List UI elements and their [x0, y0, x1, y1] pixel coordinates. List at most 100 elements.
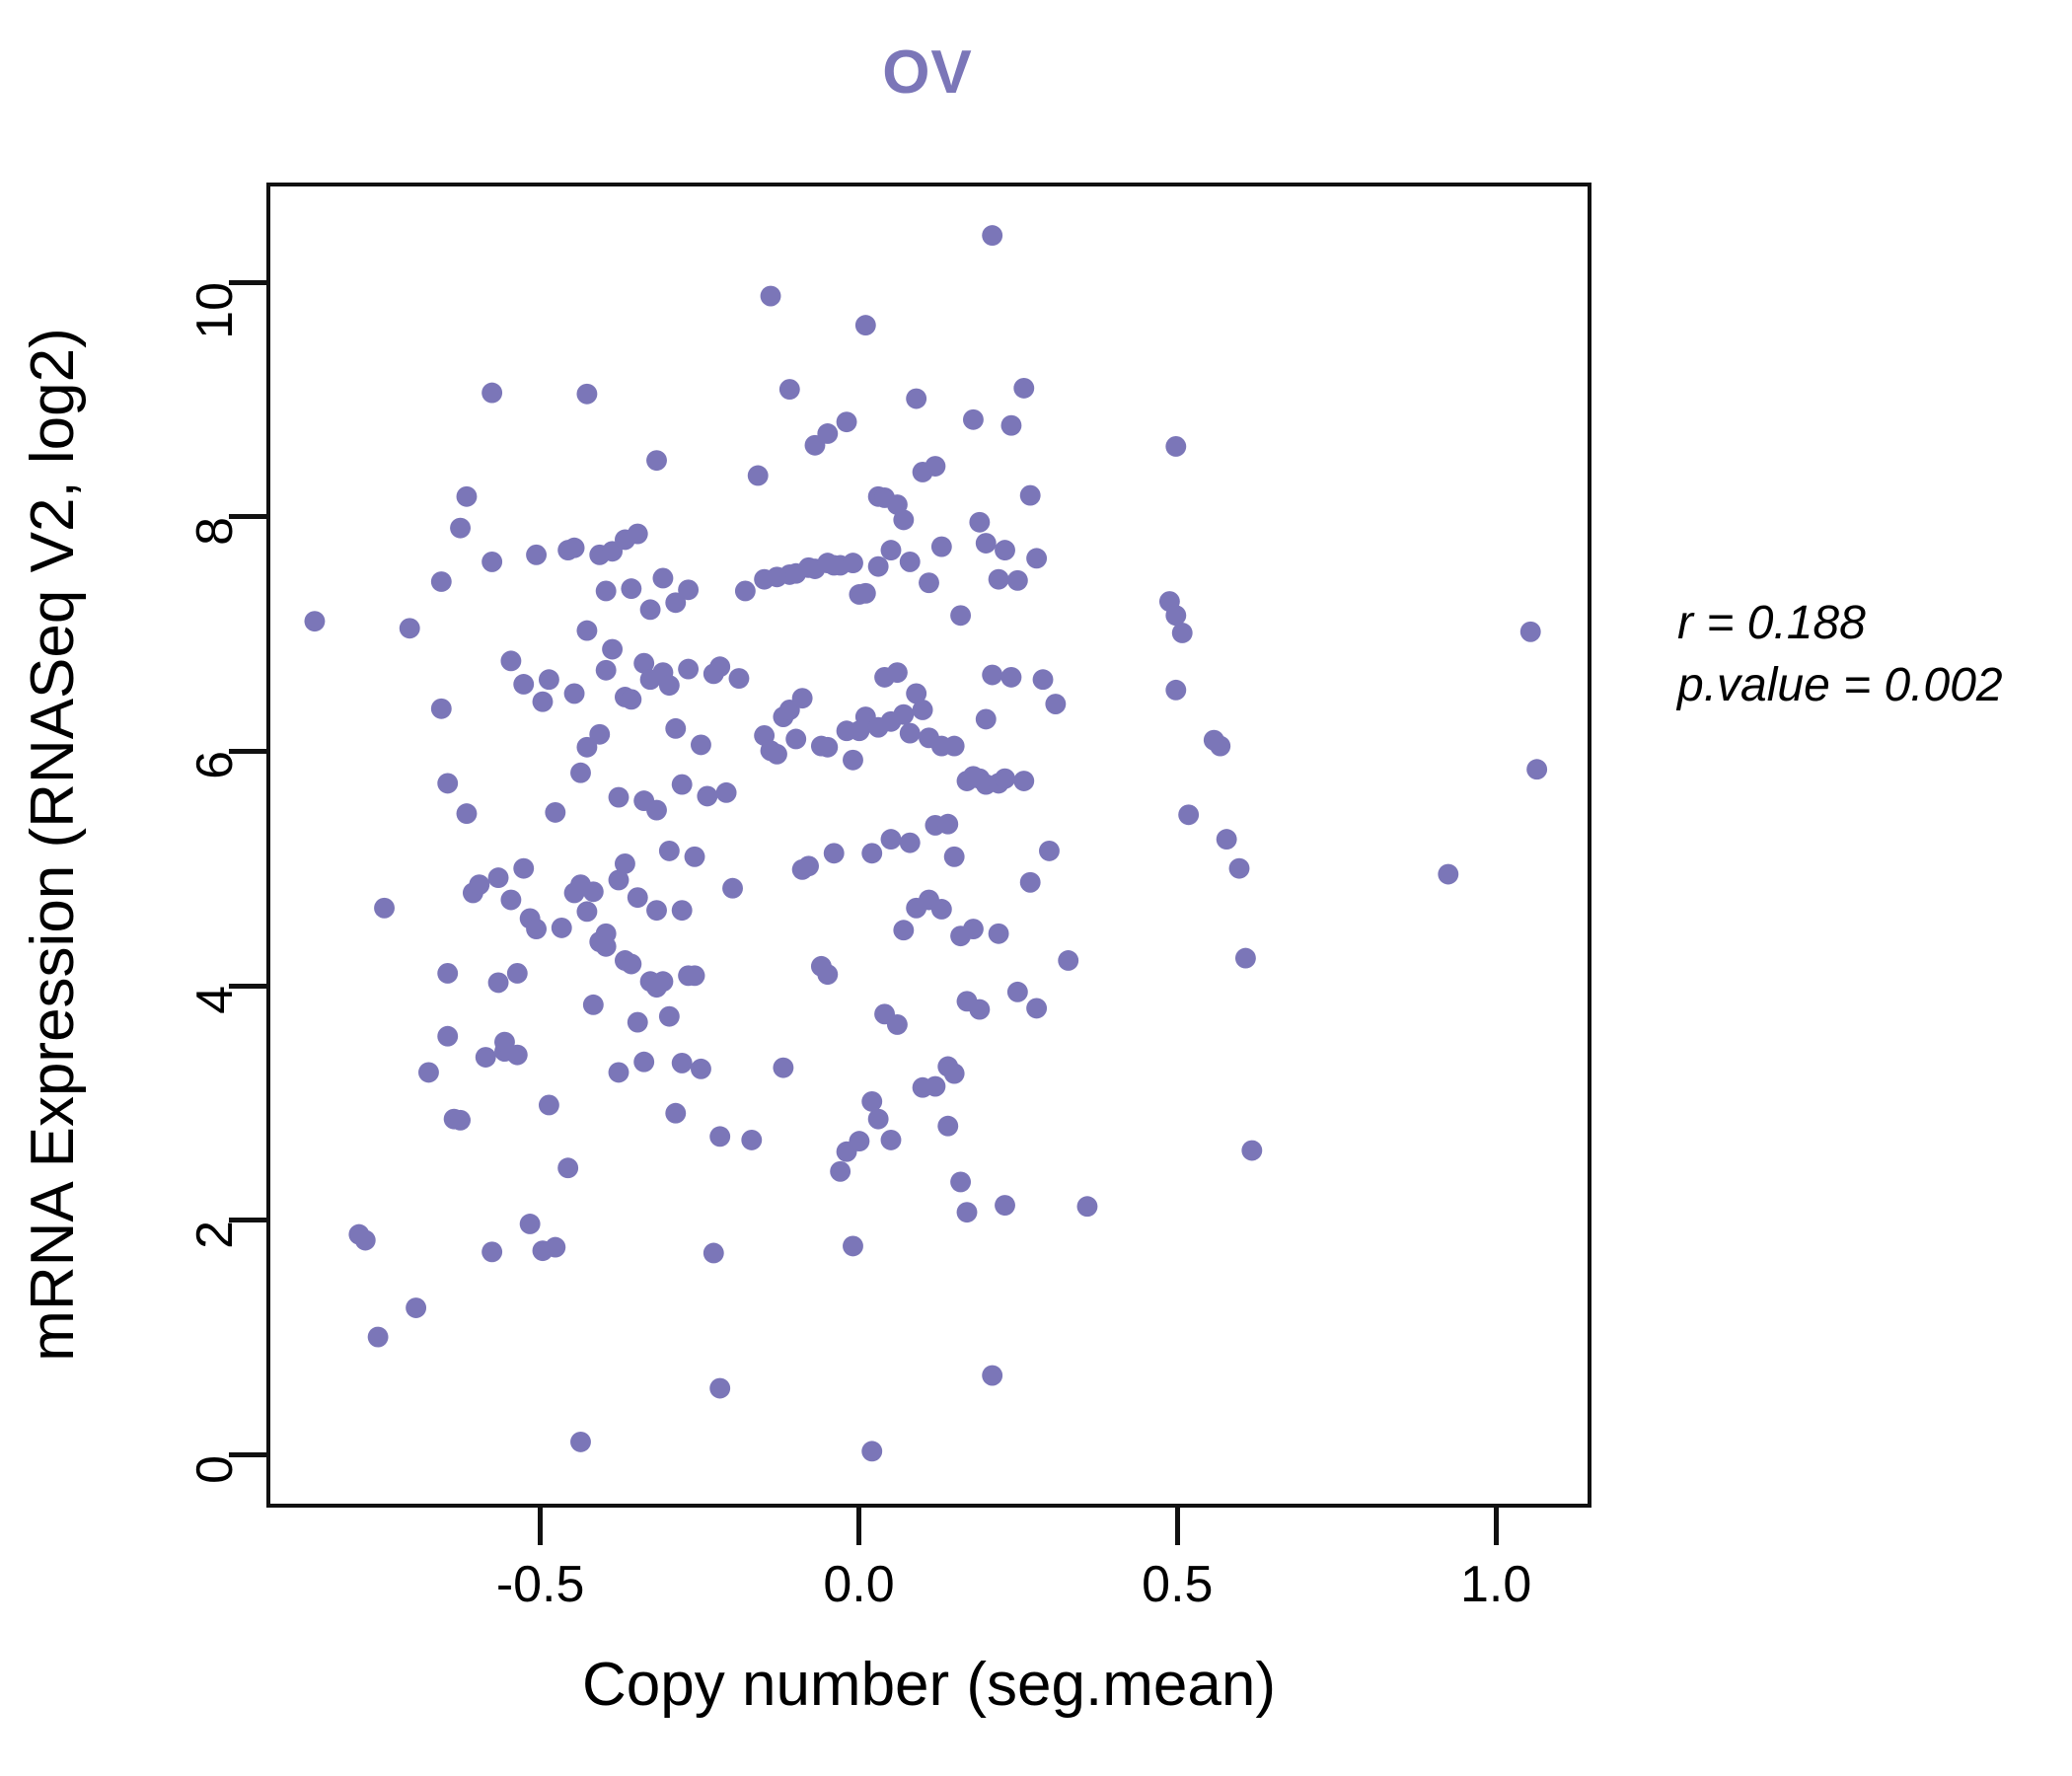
scatter-point [1006, 981, 1028, 1002]
scatter-point [621, 953, 642, 975]
scatter-point [500, 650, 522, 672]
scatter-point [930, 899, 952, 920]
scatter-point [595, 580, 617, 602]
scatter-point [817, 964, 839, 986]
y-tick-mark [229, 514, 266, 520]
scatter-point [487, 867, 509, 889]
scatter-point [849, 1131, 870, 1152]
scatter-point [399, 618, 420, 639]
y-tick-mark [229, 748, 266, 754]
scatter-point [1026, 548, 1048, 569]
scatter-point [633, 1051, 655, 1073]
scatter-point [930, 536, 952, 557]
scatter-point [608, 786, 629, 808]
scatter-point [684, 846, 705, 867]
scatter-point [886, 1014, 908, 1035]
scatter-point [854, 315, 876, 336]
scatter-point [513, 674, 535, 695]
scatter-point [767, 743, 787, 765]
scatter-point [671, 774, 693, 795]
scatter-point [1039, 840, 1060, 861]
scatter-point [450, 1109, 471, 1131]
scatter-point [867, 1108, 889, 1130]
scatter-point [1438, 863, 1459, 885]
scatter-point [418, 1062, 439, 1083]
scatter-point [785, 728, 807, 750]
scatter-point [823, 843, 845, 864]
scatter-point [570, 762, 591, 783]
x-tick-mark [855, 1508, 861, 1545]
scatter-point [995, 540, 1015, 561]
scatter-point [691, 734, 711, 756]
scatter-point [614, 852, 635, 874]
x-tick-label: 0.0 [823, 1556, 895, 1613]
scatter-point [1000, 666, 1022, 688]
scatter-point [627, 887, 648, 909]
scatter-point [665, 717, 687, 739]
scatter-point [836, 411, 857, 433]
scatter-point [962, 919, 984, 939]
y-tick-label: 6 [186, 751, 244, 780]
scatter-point [760, 285, 781, 307]
scatter-point [709, 656, 731, 678]
scatter-point [709, 1377, 731, 1399]
scatter-point [652, 971, 674, 993]
y-tick-mark [229, 279, 266, 285]
scatter-point [621, 689, 642, 710]
scatter-point [563, 683, 585, 704]
scatter-point [867, 555, 889, 577]
y-tick-mark [229, 1452, 266, 1458]
scatter-point [861, 843, 883, 864]
scatter-point [697, 785, 718, 807]
scatter-point [722, 877, 743, 899]
scatter-point [843, 1235, 863, 1257]
scatter-point [1519, 621, 1541, 642]
scatter-point [843, 553, 863, 574]
scatter-point [982, 664, 1003, 686]
page-title: OV [882, 38, 973, 107]
scatter-point [545, 1236, 566, 1258]
scatter-point [481, 551, 503, 572]
scatter-point [773, 1057, 794, 1078]
scatter-point [456, 485, 478, 507]
scatter-point [563, 537, 585, 558]
scatter-point [374, 897, 395, 919]
scatter-point [576, 736, 598, 758]
scatter-point [899, 722, 921, 744]
scatter-point [506, 963, 528, 984]
scatter-point [880, 1129, 902, 1150]
scatter-point [627, 1011, 648, 1033]
x-tick-label: 0.5 [1142, 1556, 1214, 1613]
scatter-point [899, 832, 921, 853]
scatter-point [969, 999, 991, 1020]
scatter-point [487, 972, 509, 994]
scatter-point [582, 994, 604, 1015]
scatter-point [582, 881, 604, 903]
scatter-point [475, 1047, 496, 1068]
scatter-point [1216, 829, 1237, 851]
scatter-point [854, 582, 876, 604]
scatter-point [943, 846, 965, 867]
scatter-point [893, 920, 915, 941]
scatter-point [728, 668, 750, 689]
scatter-point [1526, 759, 1548, 780]
scatter-point [545, 801, 566, 823]
scatter-point [658, 840, 680, 861]
scatter-point [532, 691, 554, 712]
scatter-point [1000, 414, 1022, 436]
scatter-point [658, 675, 680, 697]
x-tick-label: -0.5 [495, 1556, 585, 1613]
scatter-point [513, 857, 535, 879]
scatter-point [886, 662, 908, 684]
x-tick-mark [538, 1508, 544, 1545]
scatter-point [830, 1160, 851, 1182]
y-tick-label: 4 [186, 986, 244, 1015]
scatter-point [880, 540, 902, 561]
scatter-point [1026, 998, 1048, 1019]
scatter-point [551, 917, 572, 938]
scatter-point [798, 855, 819, 877]
scatter-point [570, 1431, 591, 1452]
scatter-point [791, 688, 813, 709]
scatter-point [734, 580, 756, 602]
